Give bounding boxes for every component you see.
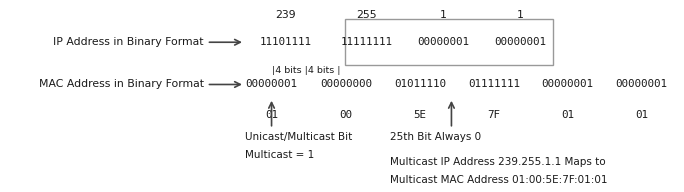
Text: Unicast/Multicast Bit: Unicast/Multicast Bit: [245, 132, 352, 142]
Text: IP Address in Binary Format: IP Address in Binary Format: [53, 37, 204, 47]
Text: Multicast = 1: Multicast = 1: [245, 150, 314, 160]
Text: 1: 1: [440, 10, 447, 20]
Bar: [345, 19, 553, 65]
Text: 00000001: 00000001: [417, 37, 469, 47]
Text: 01: 01: [561, 110, 575, 120]
Text: 00000001: 00000001: [616, 79, 668, 89]
Text: Multicast MAC Address 01:00:5E:7F:01:01: Multicast MAC Address 01:00:5E:7F:01:01: [390, 175, 607, 185]
Text: 00: 00: [339, 110, 353, 120]
Text: 25th Bit Always 0: 25th Bit Always 0: [390, 132, 481, 142]
Text: 5E: 5E: [413, 110, 427, 120]
Text: 01: 01: [635, 110, 648, 120]
Text: |4 bits |4 bits |: |4 bits |4 bits |: [272, 66, 340, 74]
Text: 00000000: 00000000: [320, 79, 372, 89]
Text: 7F: 7F: [487, 110, 501, 120]
Text: 01011110: 01011110: [394, 79, 446, 89]
Text: 11111111: 11111111: [341, 37, 393, 47]
Text: 00000001: 00000001: [494, 37, 546, 47]
Text: 01111111: 01111111: [468, 79, 520, 89]
Text: 255: 255: [356, 10, 377, 20]
Text: 11101111: 11101111: [260, 37, 312, 47]
Text: 00000001: 00000001: [542, 79, 594, 89]
Text: MAC Address in Binary Format: MAC Address in Binary Format: [39, 79, 204, 89]
Text: 01: 01: [265, 110, 278, 120]
Text: 00000001: 00000001: [246, 79, 298, 89]
Text: Multicast IP Address 239.255.1.1 Maps to: Multicast IP Address 239.255.1.1 Maps to: [390, 157, 605, 167]
Text: 1: 1: [516, 10, 523, 20]
Text: 239: 239: [276, 10, 296, 20]
